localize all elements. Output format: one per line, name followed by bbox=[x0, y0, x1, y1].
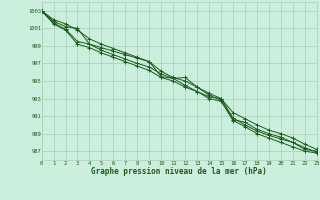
X-axis label: Graphe pression niveau de la mer (hPa): Graphe pression niveau de la mer (hPa) bbox=[91, 167, 267, 176]
